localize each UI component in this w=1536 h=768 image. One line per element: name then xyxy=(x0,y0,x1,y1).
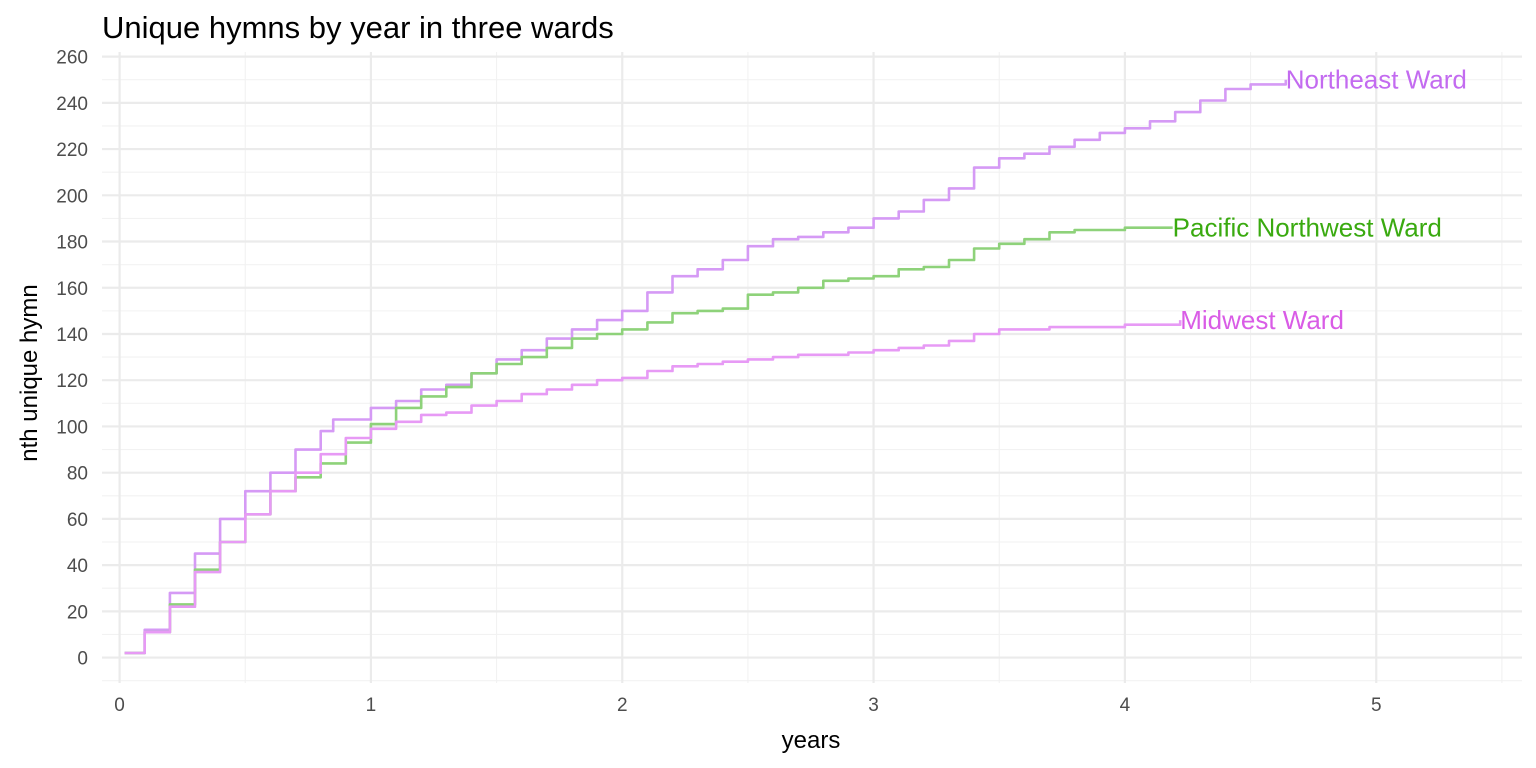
midwest-ward-line xyxy=(124,320,1182,655)
y-tick-label: 20 xyxy=(67,602,88,623)
series-labels: Northeast Ward Pacific Northwest Ward Midw… xyxy=(1173,65,1467,335)
y-tick-label: 260 xyxy=(56,48,88,69)
x-tick-label: 1 xyxy=(366,695,377,716)
y-axis-tick-labels: 0 20 40 60 80 100 120 140 160 180 200 220 240 260 xyxy=(56,48,88,670)
northeast-ward-line xyxy=(124,79,1288,655)
y-tick-label: 160 xyxy=(56,279,88,300)
x-axis-title: years xyxy=(782,727,841,754)
pacific-northwest-ward-label: Pacific Northwest Ward xyxy=(1173,213,1442,243)
y-tick-label: 100 xyxy=(56,417,88,438)
chart-title: Unique hymns by year in three wards xyxy=(102,10,614,45)
x-tick-label: 3 xyxy=(868,695,879,716)
major-gridlines xyxy=(102,52,1522,683)
y-tick-label: 80 xyxy=(67,464,88,485)
y-axis-title: nth unique hymn xyxy=(16,284,43,461)
x-tick-label: 4 xyxy=(1120,695,1131,716)
x-axis-tick-labels: 0 1 2 3 4 5 xyxy=(114,695,1381,716)
y-tick-label: 40 xyxy=(67,556,88,577)
y-tick-label: 120 xyxy=(56,371,88,392)
y-tick-label: 240 xyxy=(56,94,88,115)
x-tick-label: 5 xyxy=(1371,695,1382,716)
y-tick-label: 0 xyxy=(77,649,88,670)
x-tick-label: 0 xyxy=(114,695,125,716)
midwest-ward-label: Midwest Ward xyxy=(1180,305,1344,335)
northeast-ward-label: Northeast Ward xyxy=(1286,65,1467,95)
y-tick-label: 140 xyxy=(56,325,88,346)
y-tick-label: 180 xyxy=(56,233,88,254)
y-tick-label: 60 xyxy=(67,510,88,531)
x-tick-label: 2 xyxy=(617,695,628,716)
y-tick-label: 200 xyxy=(56,186,88,207)
series-lines xyxy=(124,79,1288,655)
minor-gridlines xyxy=(102,52,1522,683)
y-tick-label: 220 xyxy=(56,140,88,161)
